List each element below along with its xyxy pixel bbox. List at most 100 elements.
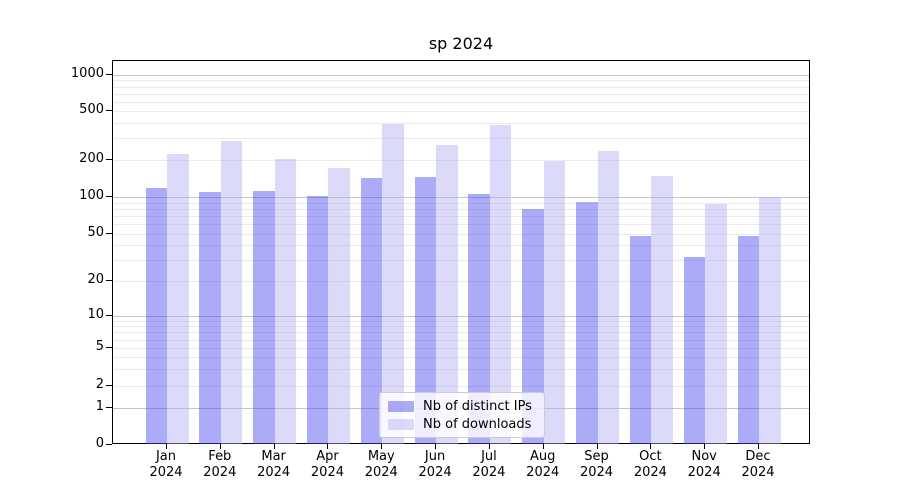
x-tick-mark	[758, 444, 759, 449]
x-tick-mark	[327, 444, 329, 449]
gridline-minor	[113, 208, 809, 210]
x-tick-label: Nov 2024	[687, 449, 721, 480]
plot-area	[112, 60, 810, 444]
gridline-minor	[113, 224, 809, 226]
x-tick-mark	[488, 444, 490, 449]
gridline-major	[113, 197, 809, 198]
y-tick-mark	[106, 159, 112, 160]
gridline-minor	[113, 281, 809, 282]
x-tick-label: Jul 2024	[472, 449, 506, 480]
bar-downloads-apr	[328, 168, 350, 444]
y-tick-label: 0	[95, 436, 104, 451]
legend-swatch-distinct-ips	[388, 400, 414, 412]
x-tick-mark	[219, 444, 221, 449]
bar-distinct-ips-dec	[737, 236, 759, 444]
x-tick-label: Oct 2024	[633, 449, 667, 480]
y-tick-label: 500	[79, 102, 104, 117]
gridline-minor	[113, 93, 809, 95]
gridline-minor	[113, 339, 809, 341]
bar-downloads-feb	[220, 141, 243, 444]
bar-downloads-sep	[597, 151, 620, 444]
bar-downloads-mar	[274, 159, 297, 444]
bar-downloads-oct	[651, 176, 673, 444]
gridline-minor	[113, 357, 809, 359]
bar-downloads-may	[382, 124, 404, 444]
y-tick-mark	[106, 315, 112, 316]
x-tick-label: Aug 2024	[526, 449, 560, 480]
x-tick-label: Feb 2024	[203, 449, 237, 480]
bar-distinct-ips-mar	[253, 190, 275, 444]
x-tick-mark	[273, 444, 275, 449]
gridline-minor	[113, 332, 809, 334]
x-tick-mark	[381, 444, 383, 449]
bar-distinct-ips-jan	[145, 188, 167, 444]
gridline-minor	[113, 369, 809, 371]
gridline-minor	[113, 111, 809, 112]
y-tick-label: 10	[87, 307, 104, 322]
y-tick-label: 5	[95, 339, 104, 354]
x-tick-mark	[542, 444, 544, 449]
x-tick-label: May 2024	[364, 449, 398, 480]
gridline-minor	[113, 320, 809, 322]
x-tick-mark	[435, 444, 437, 449]
gridline-minor	[113, 202, 809, 204]
bar-downloads-jun	[436, 144, 458, 444]
y-tick-mark	[106, 74, 112, 75]
gridline-minor	[113, 122, 809, 124]
y-tick-mark	[106, 196, 112, 197]
gridline-minor	[113, 260, 809, 262]
bar-distinct-ips-nov	[683, 256, 706, 444]
y-tick-label: 200	[79, 151, 104, 166]
bar-downloads-aug	[543, 161, 566, 444]
gridline-minor	[113, 86, 809, 88]
y-tick-label: 1	[95, 399, 104, 414]
legend-swatch-downloads	[388, 418, 414, 430]
gridline-minor	[113, 160, 809, 161]
legend-row-downloads: Nb of downloads	[388, 417, 536, 432]
y-tick-mark	[106, 110, 112, 111]
legend-label-distinct-ips: Nb of distinct IPs	[423, 398, 532, 414]
y-tick-mark	[106, 280, 112, 281]
bar-downloads-jul	[489, 124, 512, 444]
x-tick-label: Apr 2024	[310, 449, 344, 480]
y-tick-mark	[106, 444, 112, 445]
x-tick-label: Jun 2024	[418, 449, 452, 480]
y-tick-label: 2	[95, 377, 104, 392]
x-tick-label: Jan 2024	[149, 449, 183, 480]
bar-distinct-ips-may	[360, 178, 383, 444]
y-tick-label: 100	[79, 188, 104, 203]
x-tick-mark	[704, 444, 706, 449]
y-tick-mark	[106, 347, 112, 348]
x-tick-label: Sep 2024	[579, 449, 614, 480]
bar-downloads-nov	[705, 204, 727, 444]
gridline-minor	[113, 101, 809, 103]
y-tick-label: 1000	[70, 66, 104, 81]
bar-downloads-dec	[759, 197, 781, 444]
chart-title: sp 2024	[428, 34, 494, 53]
legend: Nb of distinct IPs Nb of downloads	[379, 392, 545, 438]
bar-distinct-ips-jun	[414, 177, 437, 444]
gridline-major	[113, 316, 809, 317]
gridline-minor	[113, 80, 809, 82]
bar-distinct-ips-apr	[306, 196, 329, 444]
gridline-minor	[113, 326, 809, 328]
x-tick-mark	[596, 444, 598, 449]
gridline-minor	[113, 348, 809, 349]
y-tick-mark	[106, 233, 112, 234]
bar-distinct-ips-aug	[522, 208, 544, 444]
gridline-minor	[113, 138, 809, 140]
bar-downloads-jan	[167, 153, 189, 444]
gridline-minor	[113, 216, 809, 218]
bar-distinct-ips-oct	[629, 236, 652, 444]
y-tick-label: 20	[87, 272, 104, 287]
legend-row-distinct-ips: Nb of distinct IPs	[388, 398, 536, 414]
bar-distinct-ips-sep	[576, 202, 598, 444]
gridline-minor	[113, 234, 809, 235]
bar-distinct-ips-feb	[199, 191, 221, 444]
x-tick-mark	[650, 444, 652, 449]
x-tick-mark	[166, 444, 167, 449]
gridline-minor	[113, 386, 809, 387]
x-tick-label: Dec 2024	[741, 449, 775, 480]
y-tick-mark	[106, 407, 112, 408]
